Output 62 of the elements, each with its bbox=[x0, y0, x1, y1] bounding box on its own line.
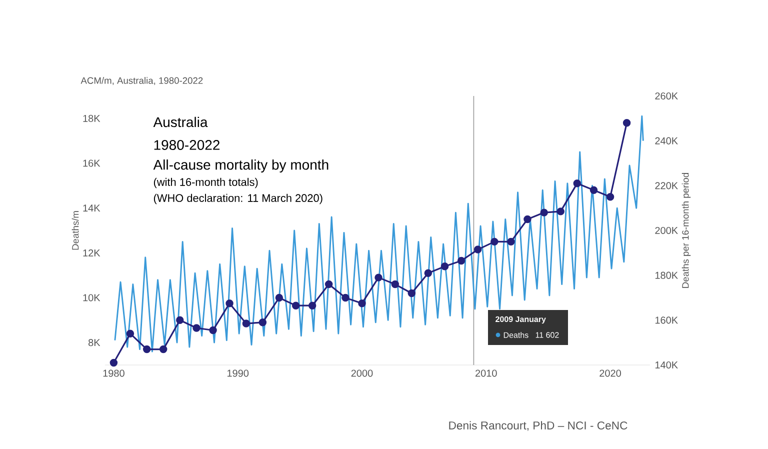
point bbox=[622, 119, 631, 127]
y2-tick-label: 160K bbox=[655, 316, 678, 324]
point bbox=[110, 358, 118, 367]
point bbox=[292, 302, 300, 310]
point bbox=[324, 280, 333, 288]
y2-tick-label: 220K bbox=[655, 182, 678, 190]
point bbox=[126, 330, 134, 338]
point bbox=[242, 320, 250, 328]
point bbox=[258, 318, 267, 326]
point bbox=[275, 294, 284, 302]
point bbox=[540, 208, 548, 216]
point bbox=[142, 345, 151, 354]
y-tick-label: 10K bbox=[83, 294, 100, 302]
y2-tick-label: 240K bbox=[655, 137, 678, 144]
point bbox=[440, 262, 449, 270]
point bbox=[524, 215, 532, 224]
annotation: All-cause mortality by month bbox=[153, 159, 328, 173]
y-tick-label: 14K bbox=[83, 204, 100, 212]
annotation: 1980-2022 bbox=[154, 140, 220, 150]
x-tick-label: 2000 bbox=[351, 370, 373, 377]
point bbox=[308, 302, 316, 310]
y-tick-label: 12K bbox=[83, 249, 100, 256]
x-tick-label: 2020 bbox=[600, 370, 621, 377]
point bbox=[408, 289, 416, 298]
point bbox=[573, 180, 581, 188]
point bbox=[342, 294, 350, 302]
y2-tick-label: 200K bbox=[655, 226, 678, 234]
chart-title: ACM/m, Australia, 1980-2022 bbox=[80, 77, 203, 85]
annotation: (WHO declaration: 11 March 2020) bbox=[154, 194, 322, 204]
point bbox=[374, 274, 382, 282]
point bbox=[424, 269, 432, 277]
x-tick-label: 2010 bbox=[476, 370, 497, 377]
point bbox=[358, 299, 366, 308]
y-axis-title: Deaths/m bbox=[72, 211, 79, 250]
annotation: (with 16-month totals) bbox=[154, 178, 258, 188]
point bbox=[226, 299, 234, 308]
point bbox=[606, 192, 614, 201]
x-tick-label: 1990 bbox=[227, 370, 249, 377]
x-tick-label: 1980 bbox=[103, 370, 124, 377]
point bbox=[590, 186, 598, 194]
point bbox=[507, 238, 515, 246]
point bbox=[556, 208, 564, 216]
y2-tick-label: 140K bbox=[655, 361, 678, 369]
text: Denis Rancourt, PhD – NCI - CeNC bbox=[449, 421, 628, 431]
point bbox=[192, 324, 200, 332]
point bbox=[159, 345, 168, 354]
y-tick-label: 16K bbox=[83, 160, 100, 167]
point bbox=[457, 256, 466, 265]
y2-axis-title: Deaths per 16-month period bbox=[682, 173, 691, 288]
point bbox=[209, 326, 217, 334]
annotation: 2009 January bbox=[496, 316, 546, 324]
annotation: 11 602 bbox=[536, 332, 559, 338]
point bbox=[474, 246, 482, 254]
legend-label: Deaths bbox=[504, 332, 528, 338]
y2-tick-label: 180K bbox=[655, 272, 678, 279]
point bbox=[391, 280, 399, 288]
y-tick-label: 18K bbox=[83, 114, 100, 122]
point bbox=[490, 238, 498, 246]
y-tick-label: 8K bbox=[88, 339, 100, 346]
point bbox=[176, 316, 184, 324]
y2-tick-label: 260K bbox=[655, 92, 678, 100]
annotation: Australia bbox=[153, 116, 208, 128]
